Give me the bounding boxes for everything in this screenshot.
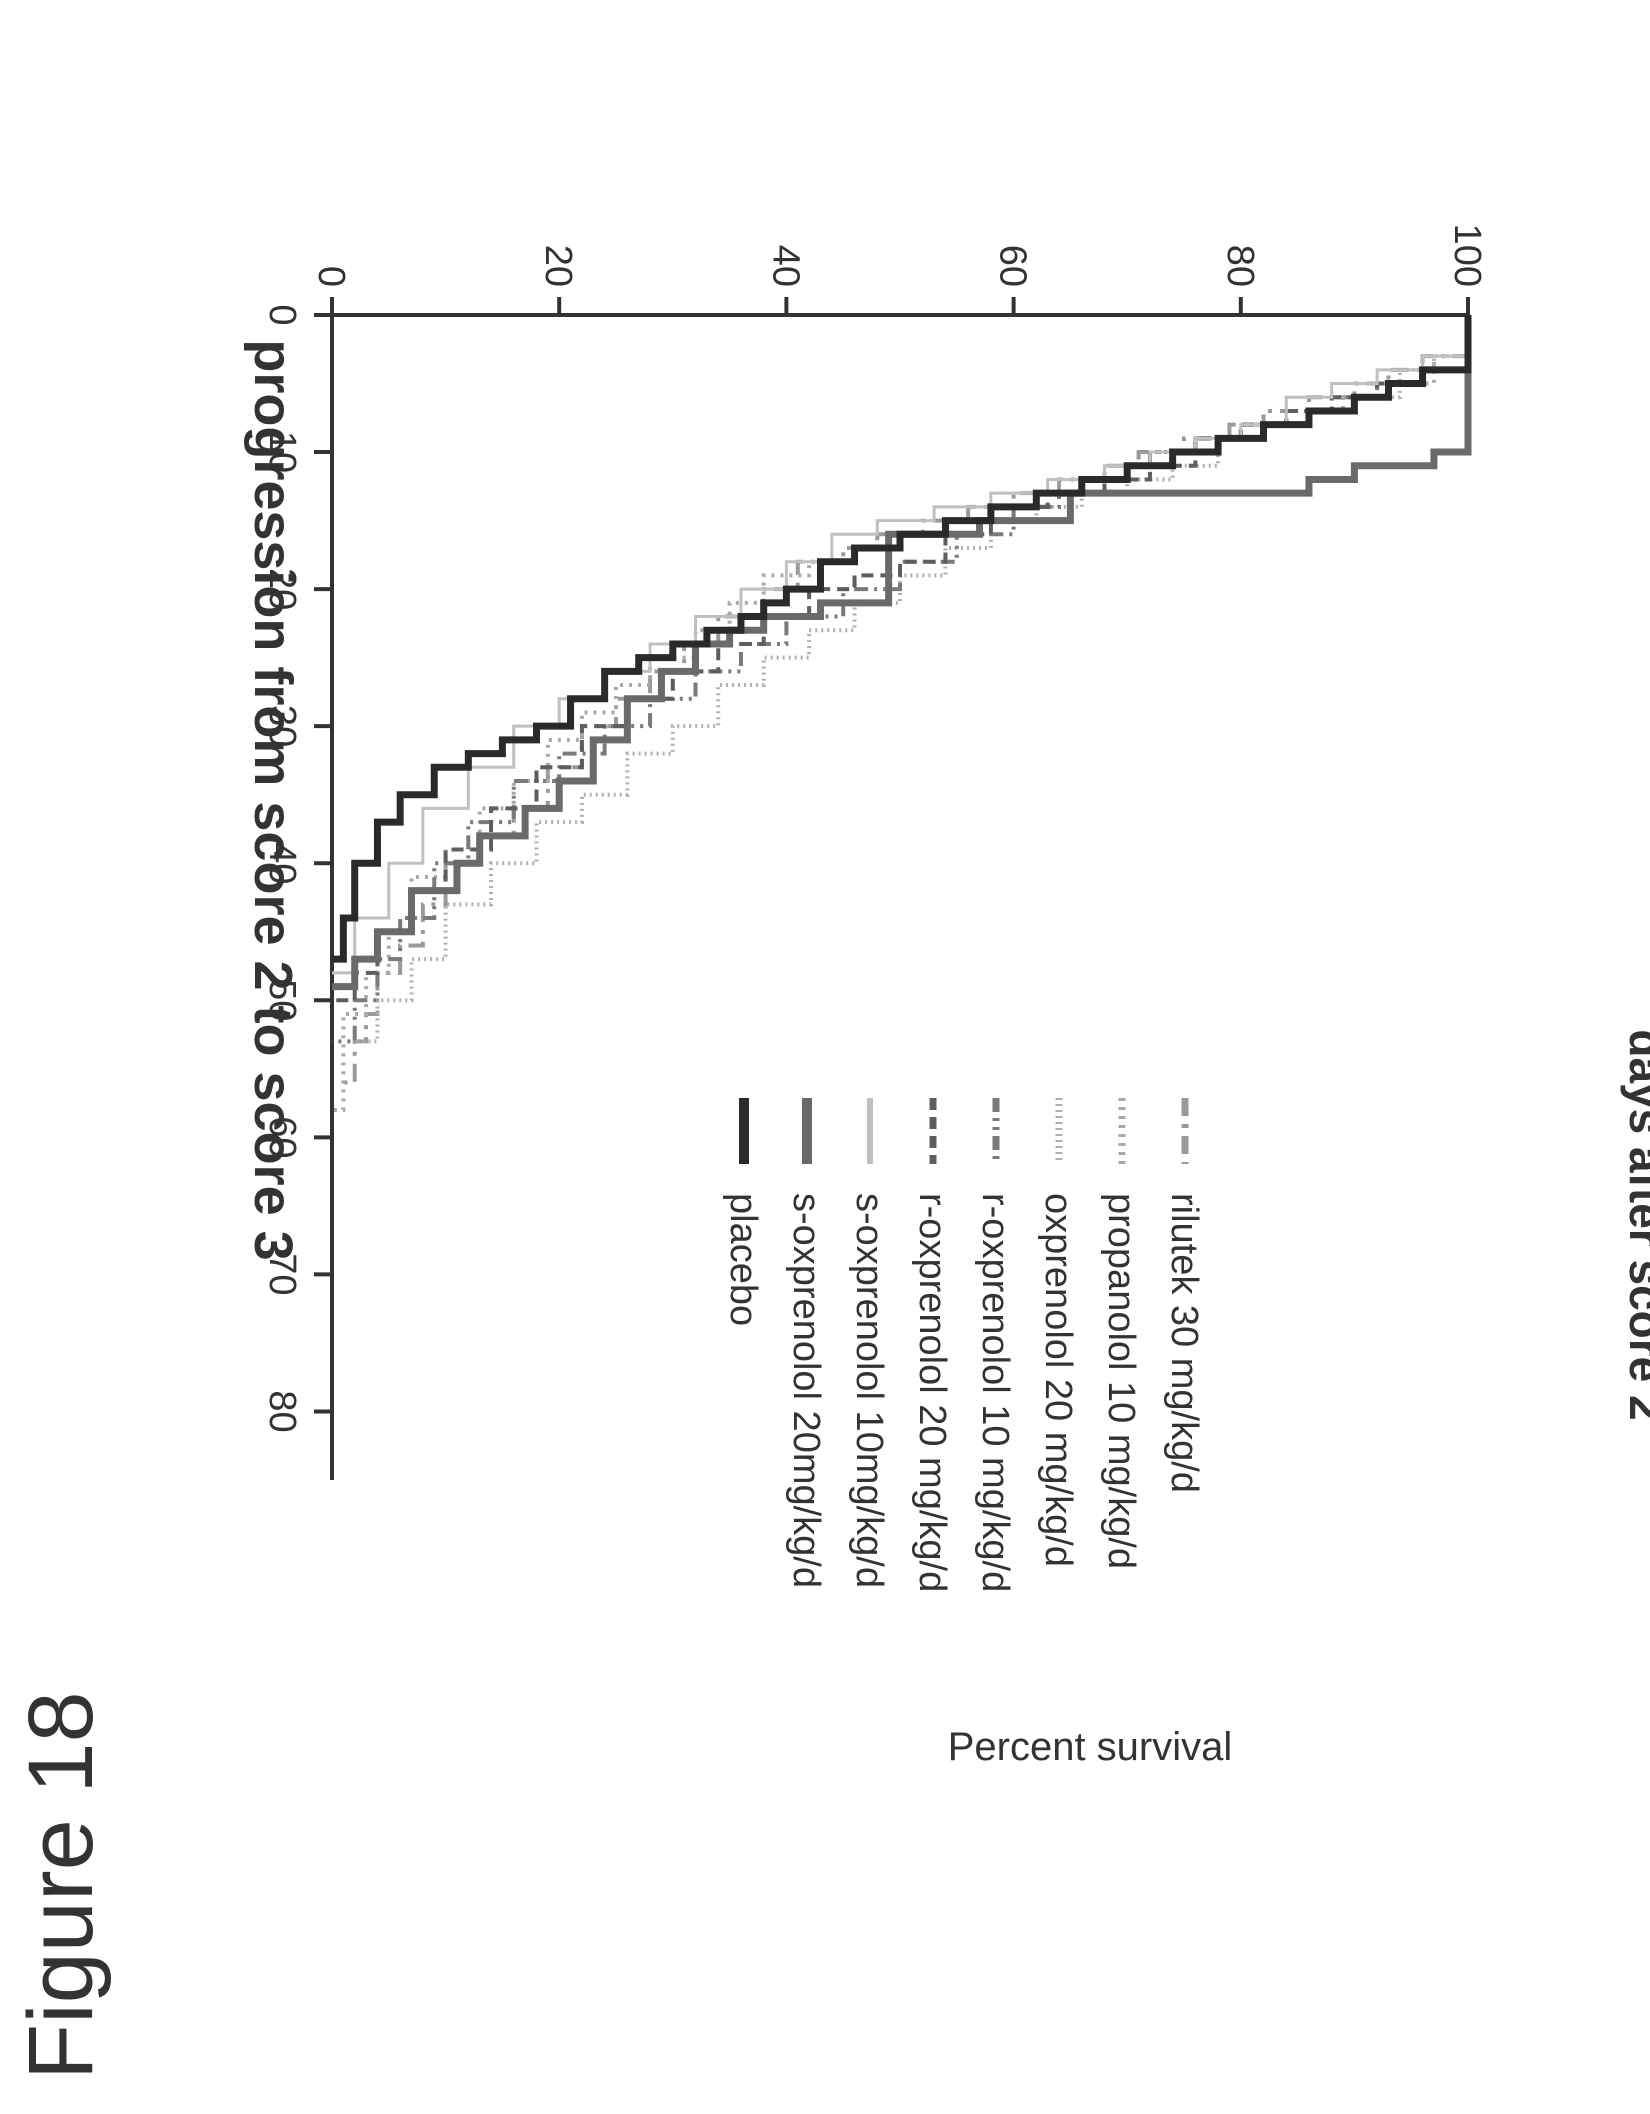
legend-label: s-oxprenolol 10mg/kg/d <box>848 1193 890 1588</box>
legend: rilutek 30 mg/kg/d propanolol 10 mg/kg/d o… <box>722 1098 1205 1592</box>
x-tick-label: 40 <box>261 842 303 884</box>
y-axis-label: Percent survival <box>948 1725 1233 1769</box>
y-tick-label: 20 <box>537 245 579 287</box>
x-tick-label: 30 <box>261 705 303 747</box>
legend-label: r-oxprenolol 10 mg/kg/d <box>974 1193 1016 1592</box>
x-tick-label: 0 <box>261 304 303 325</box>
x-tick-label: 70 <box>261 1253 303 1295</box>
series-line-5 <box>332 315 1468 1000</box>
legend-label: s-oxprenolol 20mg/kg/d <box>785 1193 827 1588</box>
y-tick-label: 40 <box>764 245 806 287</box>
x-tick-label: 10 <box>261 431 303 473</box>
series-line-2 <box>332 315 1468 1110</box>
series-line-7 <box>332 315 1468 987</box>
y-tick-label: 80 <box>1219 245 1261 287</box>
legend-label: r-oxprenolol 20 mg/kg/d <box>911 1193 953 1592</box>
x-tick-label: 60 <box>261 1116 303 1158</box>
x-tick-label: 80 <box>261 1390 303 1432</box>
y-tick-label: 60 <box>992 245 1034 287</box>
y-tick-label: 100 <box>1446 224 1488 287</box>
series-line-1 <box>343 315 1468 1083</box>
x-tick-label: 20 <box>261 568 303 610</box>
x-axis-label: days after score 2 <box>1620 1029 1650 1420</box>
legend-label: placebo <box>722 1193 764 1326</box>
y-tick-label: 0 <box>310 266 352 287</box>
figure-label: Figure 18 <box>10 1691 112 2080</box>
legend-label: rilutek 30 mg/kg/d <box>1163 1193 1205 1493</box>
legend-label: oxprenolol 20 mg/kg/d <box>1037 1193 1079 1567</box>
x-tick-label: 50 <box>261 979 303 1021</box>
legend-label: propanolol 10 mg/kg/d <box>1100 1193 1142 1569</box>
series-line-6 <box>332 315 1468 973</box>
